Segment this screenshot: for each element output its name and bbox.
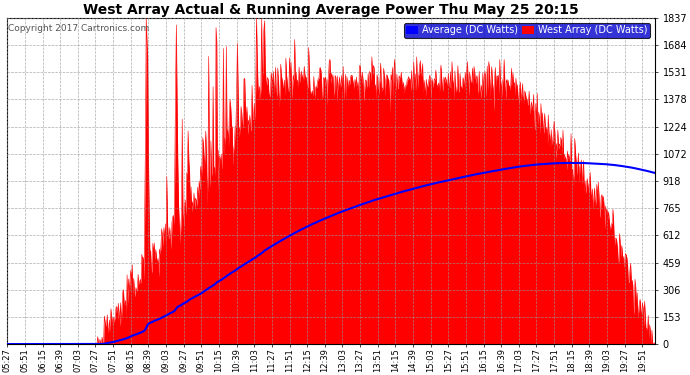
Title: West Array Actual & Running Average Power Thu May 25 20:15: West Array Actual & Running Average Powe… [83, 3, 579, 17]
Legend: Average (DC Watts), West Array (DC Watts): Average (DC Watts), West Array (DC Watts… [404, 23, 650, 38]
Text: Copyright 2017 Cartronics.com: Copyright 2017 Cartronics.com [8, 24, 149, 33]
